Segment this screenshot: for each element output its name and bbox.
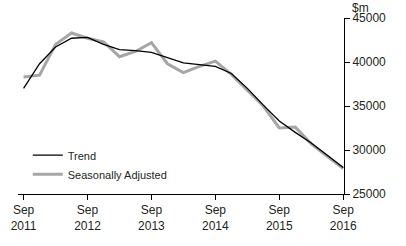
svg-text:$m: $m (352, 1, 369, 15)
svg-text:40000: 40000 (352, 55, 386, 69)
svg-text:Sep2012: Sep2012 (74, 203, 101, 233)
svg-text:35000: 35000 (352, 99, 386, 113)
svg-text:30000: 30000 (352, 143, 386, 157)
svg-text:Sep2016: Sep2016 (330, 203, 357, 233)
svg-text:Seasonally Adjusted: Seasonally Adjusted (68, 169, 167, 181)
svg-text:25000: 25000 (352, 187, 386, 201)
svg-text:45000: 45000 (352, 11, 386, 25)
svg-text:Sep2011: Sep2011 (11, 203, 37, 233)
svg-text:Sep2015: Sep2015 (266, 203, 293, 233)
svg-text:Sep2014: Sep2014 (202, 203, 229, 233)
svg-text:Sep2013: Sep2013 (138, 203, 165, 233)
svg-text:Trend: Trend (68, 150, 96, 162)
